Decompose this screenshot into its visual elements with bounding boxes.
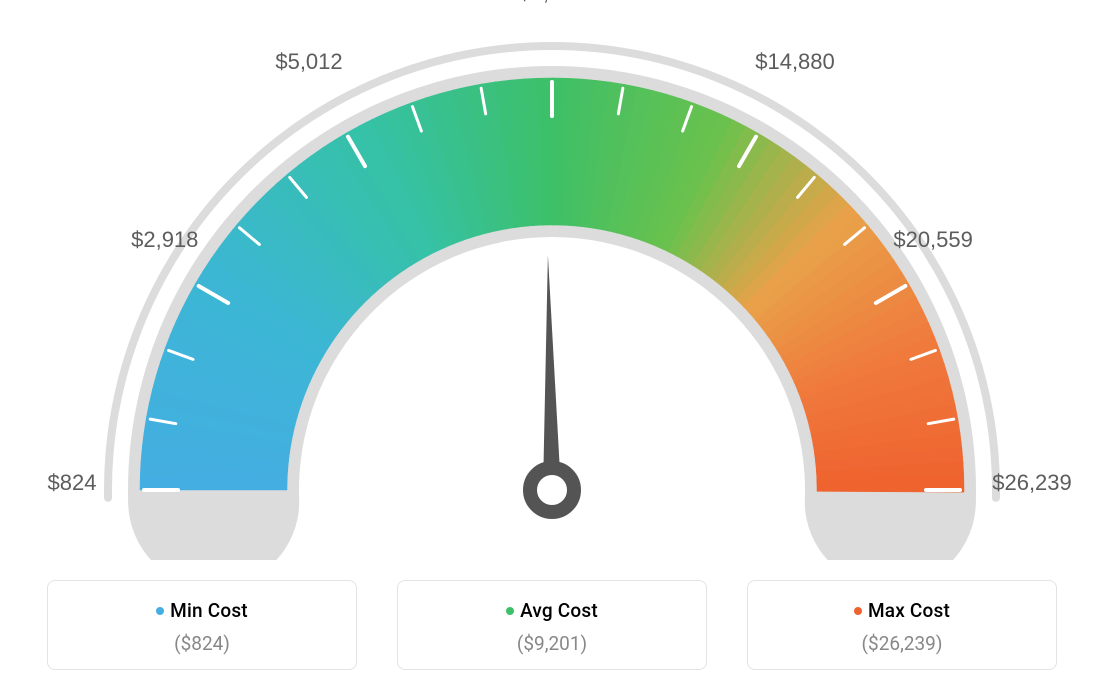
dot-icon — [156, 607, 164, 615]
legend-value-max: ($26,239) — [758, 632, 1046, 655]
legend-card-min: Min Cost ($824) — [47, 580, 357, 670]
dot-icon — [506, 607, 514, 615]
scale-label: $9,201 — [518, 0, 585, 5]
legend-label-max: Max Cost — [868, 599, 950, 622]
legend-value-avg: ($9,201) — [408, 632, 696, 655]
needle — [543, 255, 561, 490]
legend-title-min: Min Cost — [58, 599, 346, 622]
legend-row: Min Cost ($824) Avg Cost ($9,201) Max Co… — [0, 580, 1104, 670]
legend-title-avg: Avg Cost — [408, 599, 696, 622]
gauge-chart: $824 $2,918 $5,012 $9,201 $14,880 $20,559 $26,… — [0, 0, 1104, 560]
scale-label: $14,880 — [755, 49, 835, 74]
scale-label: $2,918 — [131, 227, 198, 252]
needle-hub — [530, 468, 574, 512]
legend-label-min: Min Cost — [170, 599, 248, 622]
legend-card-avg: Avg Cost ($9,201) — [397, 580, 707, 670]
legend-card-max: Max Cost ($26,239) — [747, 580, 1057, 670]
scale-label: $26,239 — [992, 470, 1072, 495]
dot-icon — [854, 607, 862, 615]
scale-label: $824 — [48, 470, 97, 495]
scale-label: $5,012 — [275, 49, 342, 74]
legend-title-max: Max Cost — [758, 599, 1046, 622]
gauge-svg: $824 $2,918 $5,012 $9,201 $14,880 $20,559 $26,… — [0, 0, 1104, 560]
scale-label: $20,559 — [893, 227, 973, 252]
legend-label-avg: Avg Cost — [520, 599, 598, 622]
legend-value-min: ($824) — [58, 632, 346, 655]
